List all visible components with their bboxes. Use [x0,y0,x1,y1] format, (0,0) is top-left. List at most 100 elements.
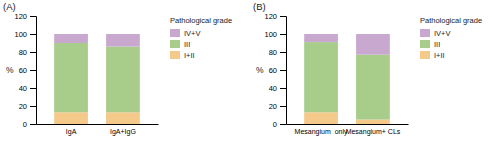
tick-label: 120 [264,12,277,21]
bar [304,112,338,124]
tick-mark [280,34,286,35]
x-axis: IgA IgA+IgG [37,124,159,136]
panel: IgA IgA+IgG 0 20 40 60 80 100 120% (A) Pathologica… [3,1,232,136]
tick-label: Mesangium only [295,128,348,136]
tick-mark [30,16,36,17]
legend-swatch [420,29,430,37]
legend-swatch [170,51,180,59]
tick-label: 0 [23,120,27,129]
tick-mark [280,88,286,89]
series [304,34,390,55]
tick: 60 [19,66,36,75]
tick-label: 40 [19,84,27,93]
tick-label: 40 [269,84,277,93]
bar [356,55,390,120]
tick-mark [30,88,36,89]
bar [356,120,390,125]
series [54,34,140,47]
tick-label: 80 [269,48,277,57]
tick-mark [280,52,286,53]
tick-mark [30,34,36,35]
tick: 0 [273,120,286,129]
tick: 40 [269,84,286,93]
tick-label: IgA+IgG [110,128,136,136]
legend-label: III [434,40,440,49]
legend: Pathological grade IV+V III I+II [420,16,482,60]
tick-mark [30,124,36,125]
tick-mark [30,106,36,107]
legend-item: IV+V [170,29,200,38]
legend-label: I+II [184,51,195,60]
title: (A) [3,1,16,12]
bar [304,42,338,112]
tick-label: 80 [19,48,27,57]
tick-label: 20 [19,102,27,111]
title: (B) [253,1,266,12]
axis-line [30,17,37,125]
tick-label: 20 [269,102,277,111]
series [54,43,140,112]
tick-label: IgA [66,128,77,136]
bar [106,112,140,124]
tick-mark [280,70,286,71]
tick: 60 [269,66,286,75]
x-axis: Mesangium onlyMesangium+ CLs [287,124,409,136]
legend-label: III [184,40,190,49]
bar [304,34,338,42]
axis-title: % [256,65,264,75]
legend-title: Pathological grade [420,16,482,25]
legend-label: I+II [434,51,445,60]
legend-swatch [420,51,430,59]
tick: 20 [269,102,286,111]
tick-mark [30,70,36,71]
tick: 80 [269,48,286,57]
tick: Mesangium only [295,124,348,136]
legend-label: IV+V [184,29,200,38]
tick-label: 100 [264,30,277,39]
tick-label: Mesangium+ CLs [346,128,401,136]
tick: 0 [23,120,36,129]
tick-label: 60 [19,66,27,75]
tick: 120 [264,12,286,21]
plot: Mesangium onlyMesangium+ CLs 0 20 40 60 80 100… [256,12,409,136]
y-axis: 0 20 40 60 80 100 120 [14,12,36,129]
bars [54,34,140,124]
axis-title: % [6,65,14,75]
legend-item: I+II [170,51,195,60]
legend-title: Pathological grade [170,16,232,25]
bar [54,112,88,124]
axis-line [287,124,409,125]
axis-line [37,124,159,125]
legend-item: III [170,40,190,49]
bar [356,34,390,55]
legend-label: IV+V [434,29,450,38]
tick: Mesangium+ CLs [346,124,401,136]
tick: 20 [19,102,36,111]
tick-mark [280,106,286,107]
legend-item: I+II [420,51,445,60]
tick: 100 [264,30,286,39]
bar [106,47,140,113]
tick: 40 [19,84,36,93]
tick: 80 [19,48,36,57]
tick: IgA+IgG [110,124,136,136]
tick-mark [30,52,36,53]
bar [54,34,88,43]
tick-label: 100 [14,30,27,39]
legend-swatch [170,40,180,48]
bars [304,34,390,124]
legend-swatch [420,40,430,48]
plot: IgA IgA+IgG 0 20 40 60 80 100 120% [6,12,159,136]
tick-mark [280,16,286,17]
chart: IgA IgA+IgG 0 20 40 60 80 100 120% (A) Pathologica… [0,0,500,142]
y-axis: 0 20 40 60 80 100 120 [264,12,286,129]
panel: Mesangium onlyMesangium+ CLs 0 20 40 60 80 100… [253,1,482,136]
legend-item: IV+V [420,29,450,38]
tick-label: 120 [14,12,27,21]
tick: IgA [66,124,77,136]
legend-item: III [420,40,440,49]
tick-label: 0 [273,120,277,129]
series [54,112,140,124]
bar [106,34,140,47]
axis-line [280,17,287,125]
